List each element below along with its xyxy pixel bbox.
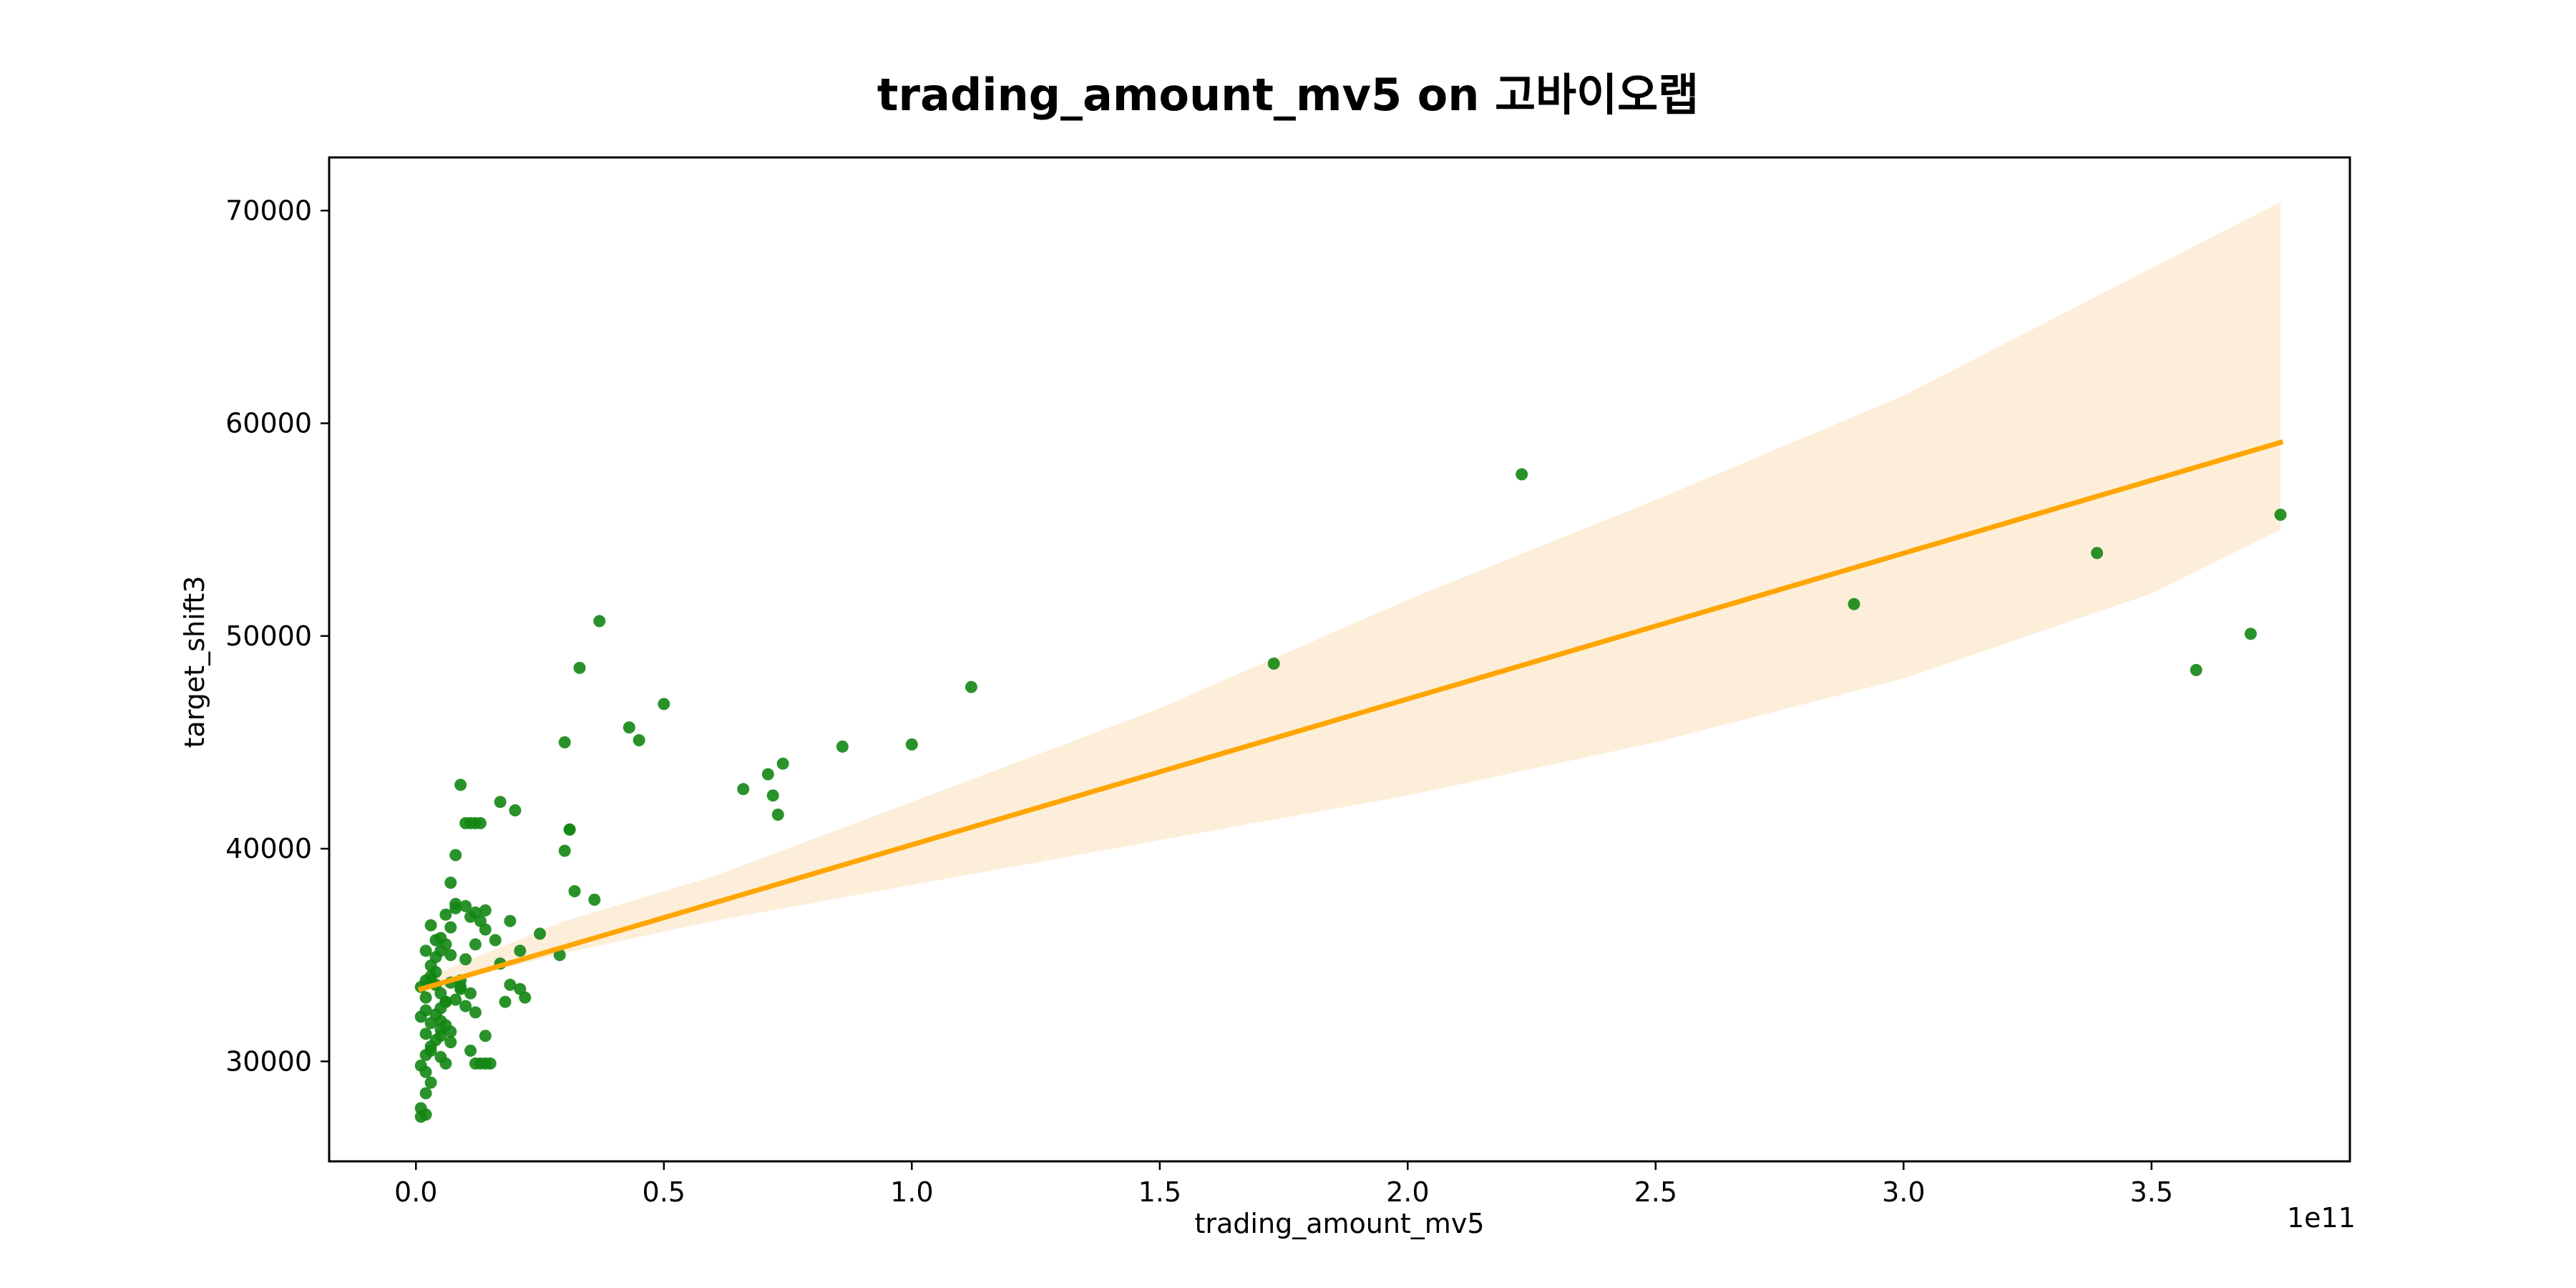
confidence-band [421, 202, 2281, 998]
x-tick-label: 1.5 [1138, 1176, 1181, 1208]
data-point [489, 934, 502, 947]
data-point [568, 885, 581, 897]
x-tick-label: 1.0 [890, 1176, 933, 1208]
data-point [419, 1065, 432, 1078]
data-point [459, 953, 472, 966]
data-point [434, 932, 447, 945]
x-tick-label: 3.5 [2130, 1176, 2173, 1208]
data-point [504, 978, 517, 991]
data-point [558, 844, 571, 857]
data-point [776, 757, 789, 770]
data-point [965, 680, 977, 693]
x-tick-label: 2.5 [1634, 1176, 1677, 1208]
data-point [434, 1015, 447, 1028]
data-point [519, 991, 532, 1004]
data-point [454, 779, 467, 791]
data-point [2190, 663, 2202, 676]
data-point [479, 1030, 492, 1043]
data-point [469, 1057, 482, 1070]
data-point [737, 783, 750, 796]
data-point [623, 721, 635, 734]
data-point [419, 945, 432, 957]
data-point [658, 698, 670, 711]
data-point [499, 995, 512, 1008]
data-point [771, 809, 784, 821]
data-point [479, 1057, 492, 1070]
data-point [534, 927, 546, 940]
data-point [1267, 657, 1280, 670]
data-point [469, 938, 482, 951]
y-tick-label: 70000 [225, 195, 312, 226]
data-point [424, 919, 437, 932]
y-axis-label: target_shift3 [179, 575, 210, 748]
data-point [449, 849, 462, 862]
data-point [514, 945, 527, 957]
data-point [464, 987, 477, 1000]
data-point [424, 1076, 437, 1089]
data-point [419, 1087, 432, 1100]
data-point [419, 1028, 432, 1040]
data-point [588, 893, 601, 906]
x-tick-label: 0.0 [394, 1176, 437, 1208]
x-axis-label: trading_amount_mv5 [1194, 1208, 1485, 1239]
data-point [449, 993, 462, 1006]
data-point [464, 1044, 477, 1057]
data-point [1516, 468, 1528, 481]
y-tick-label: 50000 [225, 620, 312, 652]
y-tick-label: 60000 [225, 408, 312, 439]
data-point [1848, 597, 1860, 610]
data-point [459, 899, 472, 912]
x-tick-label: 0.5 [643, 1176, 686, 1208]
data-point [424, 1040, 437, 1053]
data-point [766, 789, 779, 802]
data-point [439, 1057, 452, 1070]
data-point [479, 904, 492, 917]
data-point [429, 966, 442, 978]
data-point [419, 1004, 432, 1017]
data-point [474, 816, 487, 829]
data-point [563, 823, 576, 836]
data-point [633, 734, 645, 746]
data-point [2091, 547, 2104, 560]
data-point [439, 995, 452, 1008]
data-point [558, 736, 571, 748]
data-point [761, 768, 774, 781]
x-axis-offset-label: 1e11 [2287, 1202, 2356, 1234]
data-point [449, 897, 462, 910]
x-tick-label: 2.0 [1386, 1176, 1429, 1208]
plot-frame [328, 156, 2351, 1163]
data-point [836, 740, 849, 753]
y-tick-label: 40000 [225, 833, 312, 864]
data-point [905, 738, 918, 751]
x-tick-label: 3.0 [1882, 1176, 1925, 1208]
data-point [434, 1030, 447, 1043]
chart-title: trading_amount_mv5 on 고바이오랩 [877, 69, 1699, 121]
regression-line [417, 439, 2284, 992]
data-point [494, 796, 507, 809]
data-point [479, 923, 492, 936]
data-point [2244, 628, 2257, 640]
data-point [419, 991, 432, 1004]
data-point [444, 949, 457, 962]
data-point [504, 914, 517, 927]
y-tick-label: 30000 [225, 1045, 312, 1077]
data-point [509, 804, 522, 816]
data-point [419, 1108, 432, 1121]
data-point [439, 908, 452, 921]
data-point [469, 1006, 482, 1019]
data-point [553, 949, 566, 962]
data-point [444, 1036, 457, 1048]
data-point [573, 661, 586, 674]
data-point [593, 615, 606, 628]
data-point [444, 877, 457, 889]
data-point [2274, 508, 2287, 521]
data-point [444, 1025, 457, 1038]
data-point [444, 921, 457, 934]
data-point [459, 1000, 472, 1013]
